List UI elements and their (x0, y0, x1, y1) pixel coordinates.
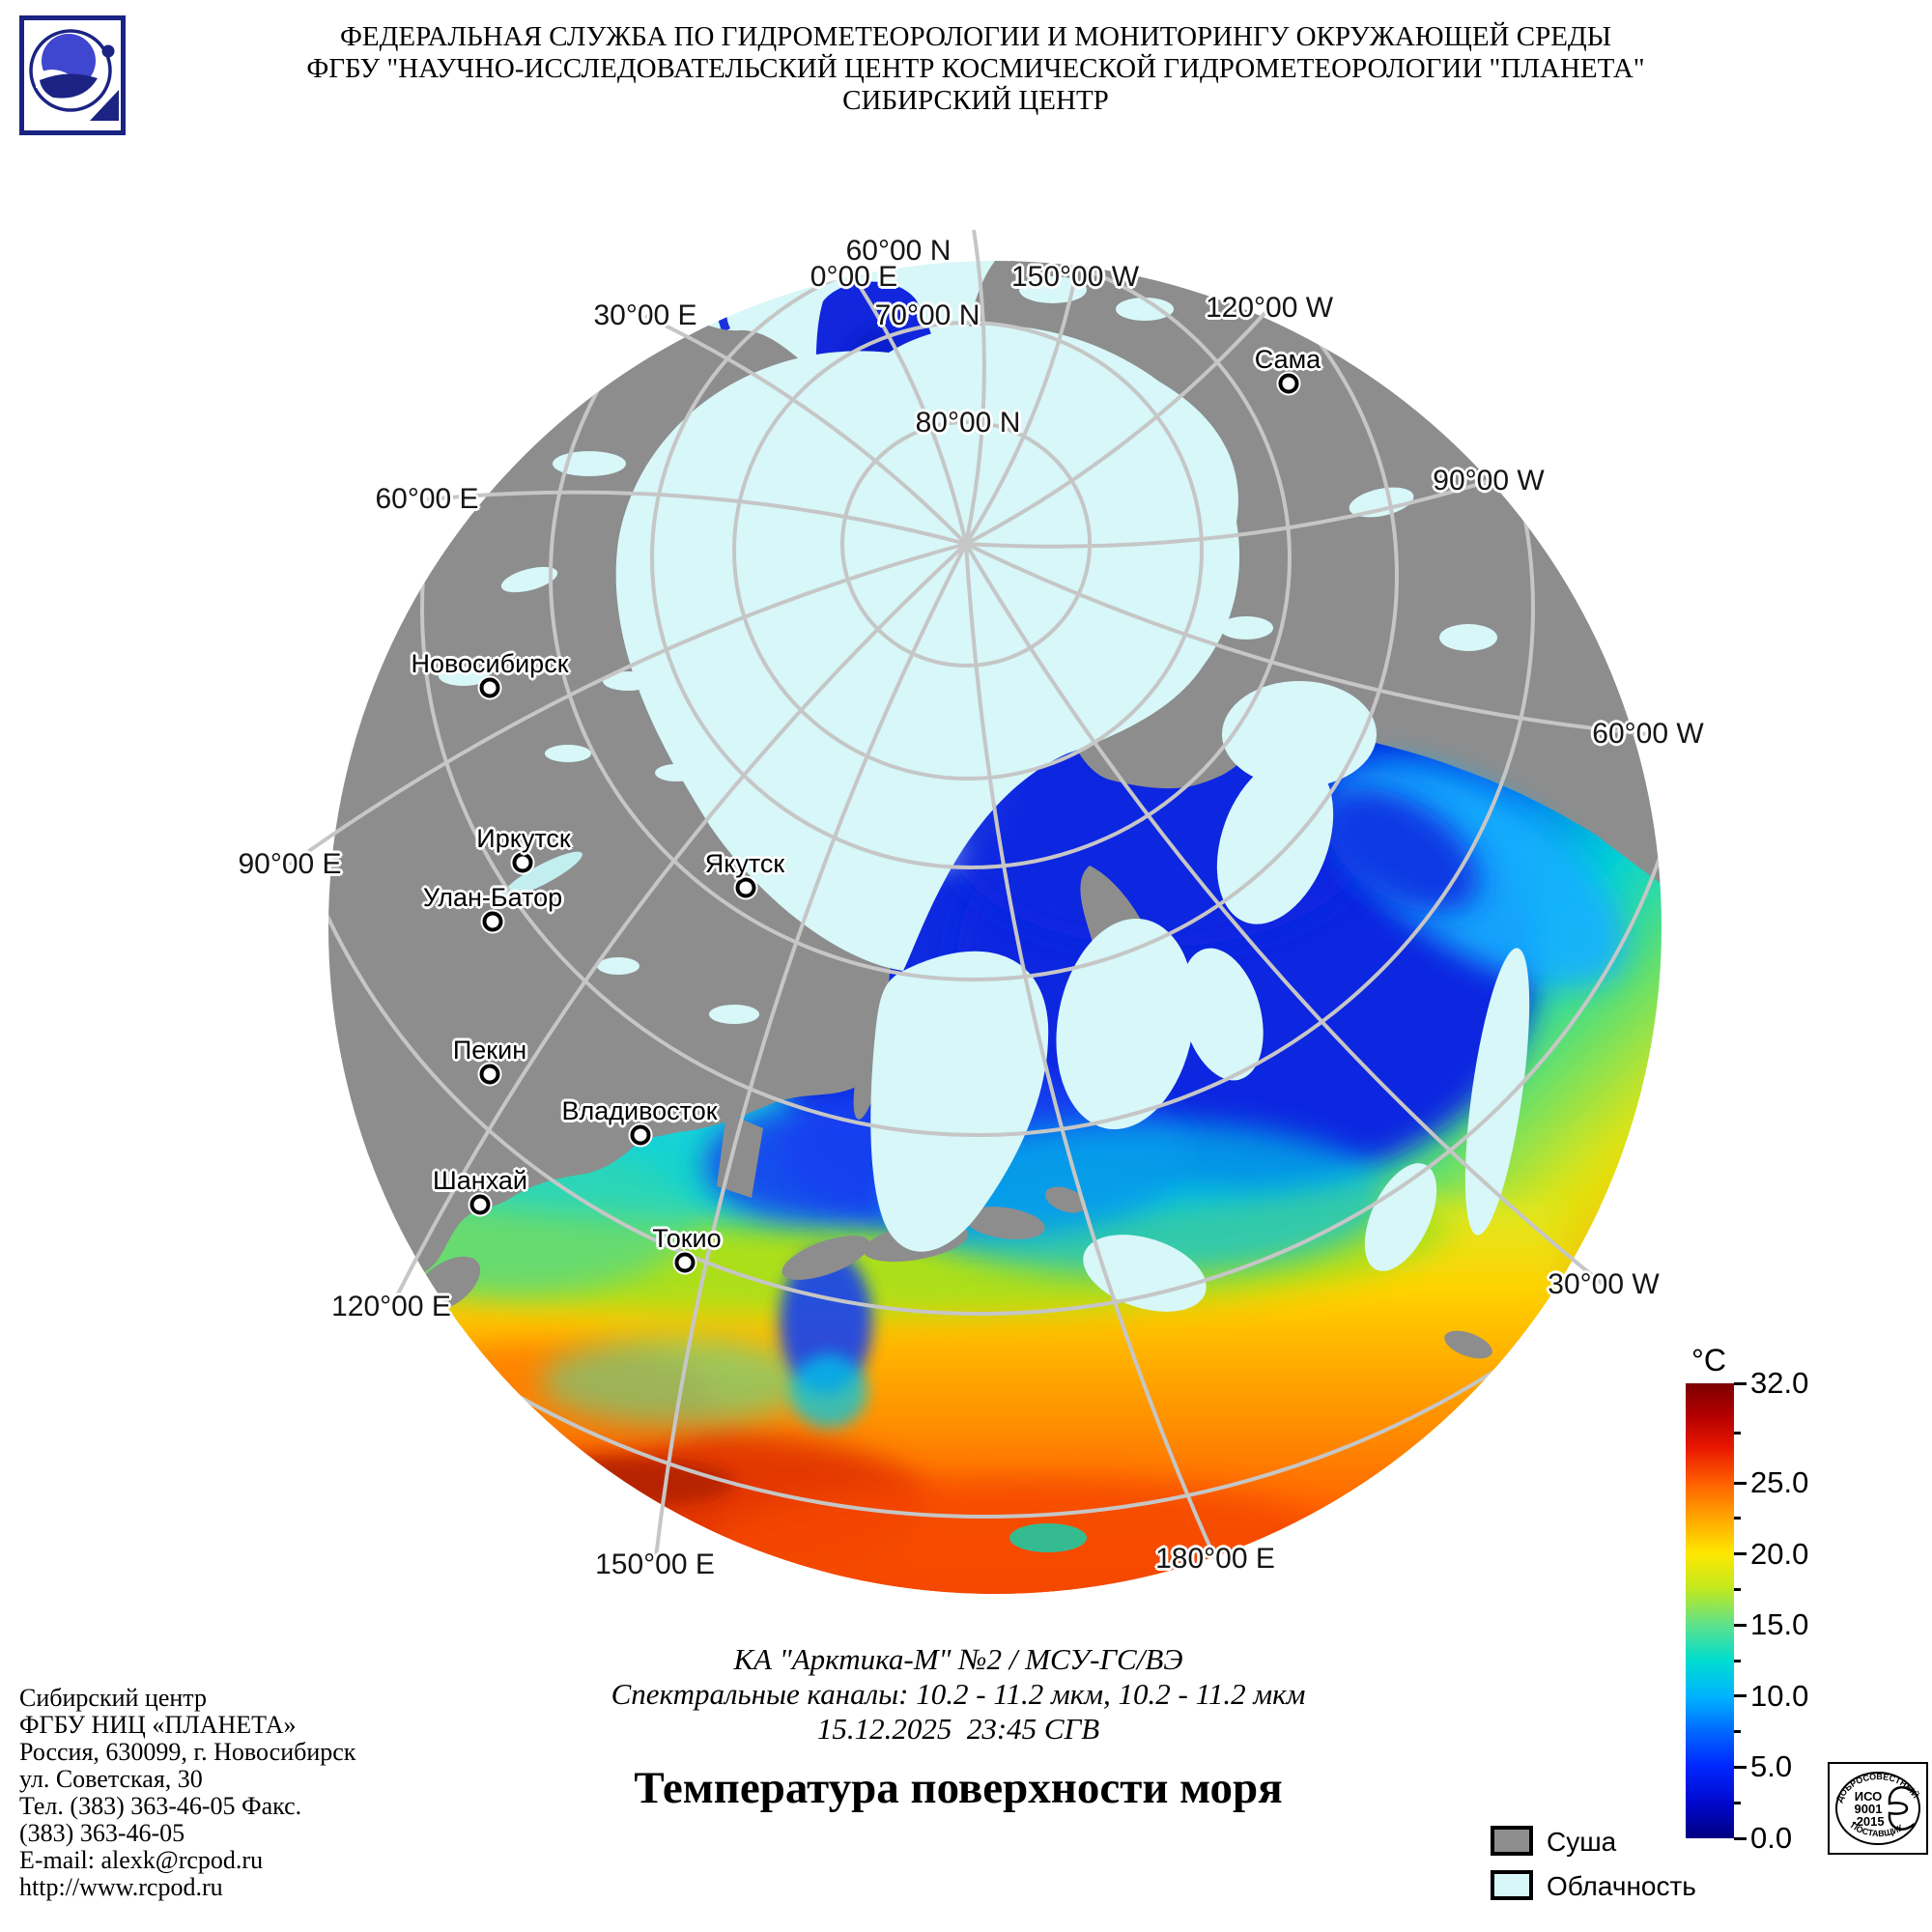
meridian-line (965, 306, 1271, 546)
meridian-line (965, 479, 1490, 549)
contact-line: ул. Советская, 30 (19, 1765, 203, 1793)
colorbar-tick (1734, 1587, 1741, 1591)
colorbar-tick (1734, 1730, 1741, 1734)
spectral-channels: Спектральные каналы: 10.2 - 11.2 мкм, 10… (611, 1677, 1306, 1711)
legend-swatch (1491, 1870, 1533, 1900)
iso-text-1: ИСО (1855, 1789, 1883, 1804)
contact-line: http://www.rcpod.ru (19, 1873, 223, 1901)
contact-line: (383) 363-46-05 (19, 1819, 185, 1847)
colorbar-tick-label: 5.0 (1750, 1749, 1793, 1784)
colorbar (1686, 1383, 1734, 1838)
colorbar-tick (1734, 1481, 1747, 1485)
meridian-line (426, 490, 967, 546)
iso-text-2: 9001 (1855, 1802, 1883, 1816)
legend-swatch (1491, 1826, 1533, 1856)
meridian-line (964, 543, 1217, 1560)
planeta-logo (19, 15, 126, 135)
map-title: Температура поверхности моря (634, 1763, 1283, 1813)
colorbar-tick (1734, 1517, 1741, 1520)
iso-9001-badge: ДОБРОСОВЕСТНЫЙ ПОСТАВЩИК ИСО 9001 -2015 (1828, 1762, 1928, 1855)
acquisition-datetime: 15.12.2025 23:45 СГВ (816, 1712, 1100, 1746)
satellite-info: КА "Арктика-М" №2 / МСУ-ГС/ВЭ (733, 1642, 1183, 1676)
header-line3: СИБИРСКИЙ ЦЕНТР (842, 85, 1109, 116)
colorbar-tick (1734, 1552, 1747, 1556)
legend-label: Суша (1547, 1827, 1617, 1857)
colorbar-tick (1734, 1694, 1747, 1698)
colorbar-tick-label: 15.0 (1750, 1607, 1809, 1642)
meridian-line (653, 543, 968, 1566)
meridian-line (389, 542, 968, 1308)
contact-line: E-mail: alexk@rcpod.ru (19, 1846, 264, 1874)
header: ФЕДЕРАЛЬНАЯ СЛУЖБА ПО ГИДРОМЕТЕОРОЛОГИИ … (19, 21, 1932, 117)
colorbar-tick (1734, 1836, 1747, 1840)
colorbar-tick-label: 32.0 (1750, 1366, 1809, 1400)
latitude-grid (328, 261, 1662, 1519)
colorbar-tick (1734, 1623, 1747, 1627)
colorbar-tick (1734, 1801, 1741, 1804)
colorbar-tick (1734, 1765, 1747, 1769)
colorbar-tick (1734, 1381, 1747, 1385)
colorbar-tick-label: 10.0 (1750, 1678, 1809, 1713)
iso-text-3: -2015 (1852, 1814, 1884, 1829)
contact-line: ФГБУ НИЦ «ПЛАНЕТА» (19, 1711, 297, 1739)
colorbar-tick-label: 0.0 (1750, 1821, 1793, 1855)
colorbar-tick-label: 20.0 (1750, 1536, 1809, 1571)
contact-line: Россия, 630099, г. Новосибирск (19, 1738, 356, 1766)
meridian-line (964, 542, 1605, 1287)
meridian-line (852, 275, 968, 545)
header-line2: ФГБУ "НАУЧНО-ИССЛЕДОВАТЕЛЬСКИЙ ЦЕНТР КОС… (306, 53, 1645, 84)
meridian-line (964, 276, 1077, 546)
contact-info: Сибирский центр ФГБУ НИЦ «ПЛАНЕТА» Россия,… (19, 1685, 355, 1901)
meridian-grid (288, 229, 1649, 1566)
cloud-layer (439, 276, 1530, 1552)
legend-label: Облачность (1547, 1871, 1696, 1901)
caption-block: КА "Арктика-М" №2 / МСУ-ГС/ВЭ Спектральн… (611, 1642, 1306, 1814)
meridian-line (964, 229, 986, 545)
header-line1: ФЕДЕРАЛЬНАЯ СЛУЖБА ПО ГИДРОМЕТЕОРОЛОГИИ … (340, 21, 1611, 52)
contact-line: Сибирский центр (19, 1684, 207, 1712)
contact-line: Тел. (383) 363-46-05 Факс. (19, 1792, 302, 1820)
colorbar-tick (1734, 1432, 1741, 1435)
meridian-line (644, 314, 968, 546)
colorbar-tick (1734, 1659, 1741, 1662)
colorbar-tick-label: 25.0 (1750, 1465, 1809, 1500)
colorbar-unit-label: °C (1691, 1343, 1726, 1378)
meridian-line (288, 542, 967, 867)
meridian-line (965, 542, 1649, 736)
